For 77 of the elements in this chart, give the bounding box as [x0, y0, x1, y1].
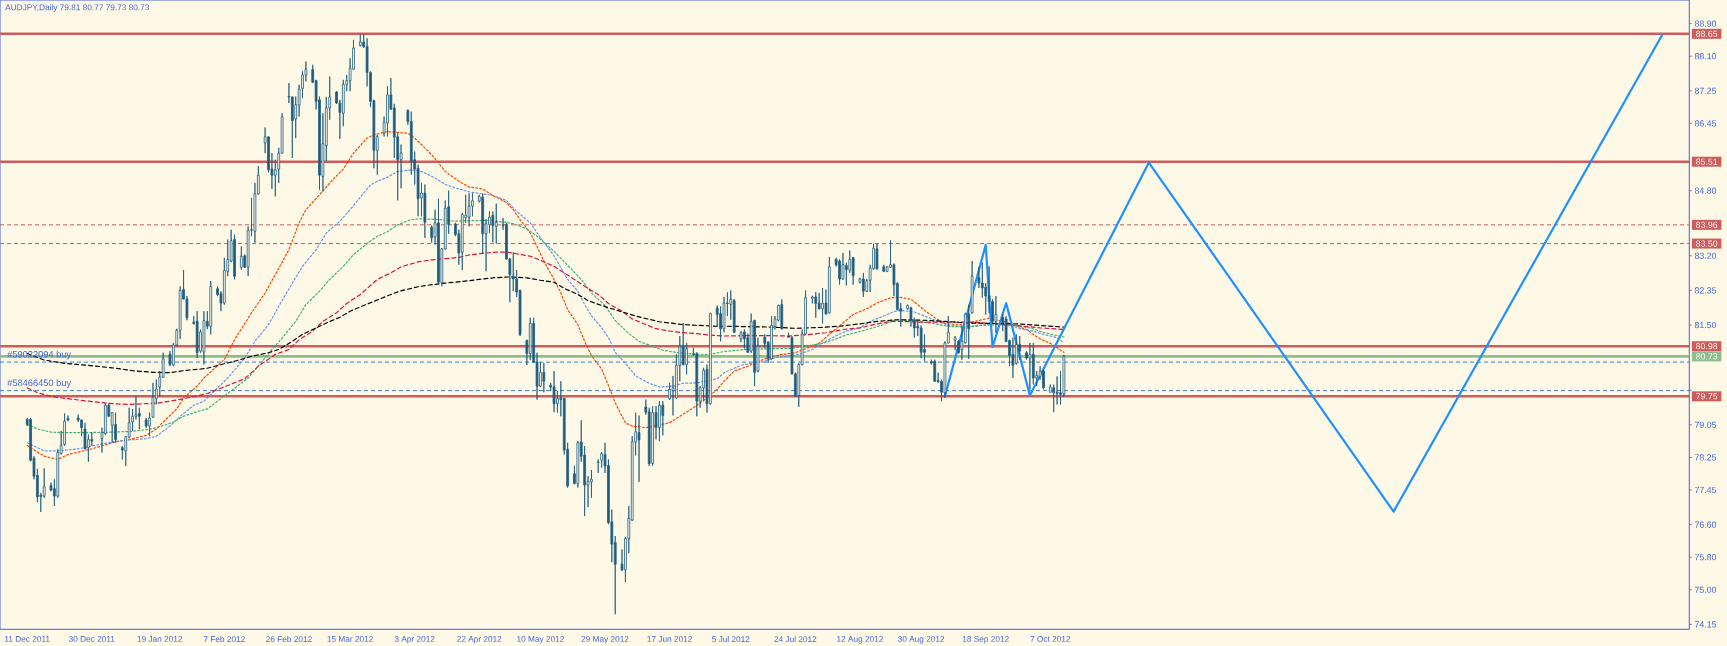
- y-tick-label: 88.90: [1694, 20, 1717, 27]
- candlestick: [195, 310, 199, 359]
- ref-line-label: 88.65: [1696, 30, 1718, 37]
- candlestick: [770, 315, 773, 361]
- candlestick: [695, 351, 699, 417]
- candlestick: [202, 310, 206, 365]
- y-tick-label: 78.25: [1694, 454, 1717, 461]
- candlestick: [233, 234, 236, 280]
- candlestick: [358, 34, 362, 47]
- candlestick: [780, 298, 784, 330]
- y-tick-label: 82.35: [1694, 287, 1717, 294]
- candlestick: [821, 287, 824, 324]
- x-tick-label: 3 Apr 2012: [394, 636, 435, 644]
- candlestick: [542, 362, 546, 393]
- candlestick: [814, 291, 818, 319]
- candlestick: [1028, 342, 1032, 390]
- chart-title: AUDJPY,Daily 79.81 80.77 79.73 80.73: [5, 4, 150, 12]
- y-tick-label: 81.50: [1694, 321, 1717, 329]
- x-tick-label: 24 Jul 2012: [774, 636, 817, 643]
- y-tick-label: 77.45: [1694, 486, 1717, 494]
- candlestick: [114, 412, 117, 444]
- candlestick: [994, 295, 998, 334]
- candlestick: [1042, 369, 1045, 390]
- x-tick-label: 30 Dec 2011: [68, 636, 115, 642]
- candlestick: [423, 184, 427, 239]
- candlestick: [1031, 342, 1035, 385]
- y-tick-label: 88.10: [1694, 53, 1717, 60]
- y-tick-label: 86.45: [1694, 120, 1717, 127]
- ref-line-label: 83.96: [1696, 221, 1718, 228]
- x-tick-label: 17 Jun 2012: [647, 636, 692, 642]
- candlestick: [209, 280, 213, 335]
- y-tick-label: 84.80: [1694, 187, 1717, 194]
- candlestick: [637, 415, 641, 483]
- line-series: [943, 33, 1664, 513]
- x-tick-label: 5 Jul 2012: [712, 636, 750, 643]
- candlestick: [437, 198, 440, 286]
- y-tick-label: 74.15: [1694, 621, 1717, 628]
- x-tick-label: 12 Aug 2012: [837, 636, 883, 644]
- x-tick-label: 30 Aug 2012: [897, 636, 945, 644]
- y-tick-label: 75.80: [1694, 554, 1717, 561]
- y-tick-label: 79.05: [1694, 421, 1717, 428]
- x-tick-label: 19 Jan 2012: [137, 636, 183, 642]
- y-tick-label: 75.00: [1694, 586, 1717, 593]
- candlestick: [494, 203, 498, 244]
- ref-line-label: 83.50: [1696, 240, 1718, 247]
- y-tick-label: 83.20: [1694, 252, 1717, 259]
- candlestick: [467, 193, 471, 227]
- x-tick-label: 7 Oct 2012: [1030, 636, 1071, 642]
- candlestick: [875, 243, 879, 271]
- y-tick-label: 87.25: [1694, 87, 1717, 94]
- candlestick: [1011, 337, 1015, 379]
- ref-line-label: 80.73: [1696, 353, 1718, 360]
- ref-line-label: 80.98: [1696, 343, 1718, 350]
- ref-line-label: 85.51: [1696, 158, 1718, 165]
- x-tick-label: 10 May 2012: [517, 636, 564, 644]
- candlestick: [828, 256, 831, 315]
- x-tick-label: 18 Sep 2012: [962, 636, 1009, 644]
- x-tick-label: 11 Dec 2011: [4, 636, 50, 642]
- candlestick: [528, 317, 532, 361]
- candlestick: [743, 329, 746, 350]
- ref-line-label: 79.75: [1696, 393, 1718, 400]
- candlestick: [1018, 335, 1022, 361]
- candlestick: [239, 246, 243, 271]
- candlestick: [651, 405, 654, 466]
- candlestick: [552, 370, 556, 413]
- x-tick-label: 26 Feb 2012: [266, 636, 312, 643]
- annotation: #58466450 buy: [7, 379, 72, 388]
- candlestick: [882, 264, 886, 273]
- x-tick-label: 7 Feb 2012: [203, 636, 245, 643]
- x-tick-label: 15 Mar 2012: [327, 636, 373, 642]
- x-tick-label: 22 Apr 2012: [457, 636, 502, 644]
- x-tick-label: 29 May 2012: [581, 636, 629, 644]
- candlestick: [658, 400, 661, 442]
- y-tick-label: 76.60: [1694, 521, 1717, 528]
- candlestick: [862, 272, 865, 298]
- candlestick: [933, 359, 937, 383]
- candlestick: [953, 335, 957, 351]
